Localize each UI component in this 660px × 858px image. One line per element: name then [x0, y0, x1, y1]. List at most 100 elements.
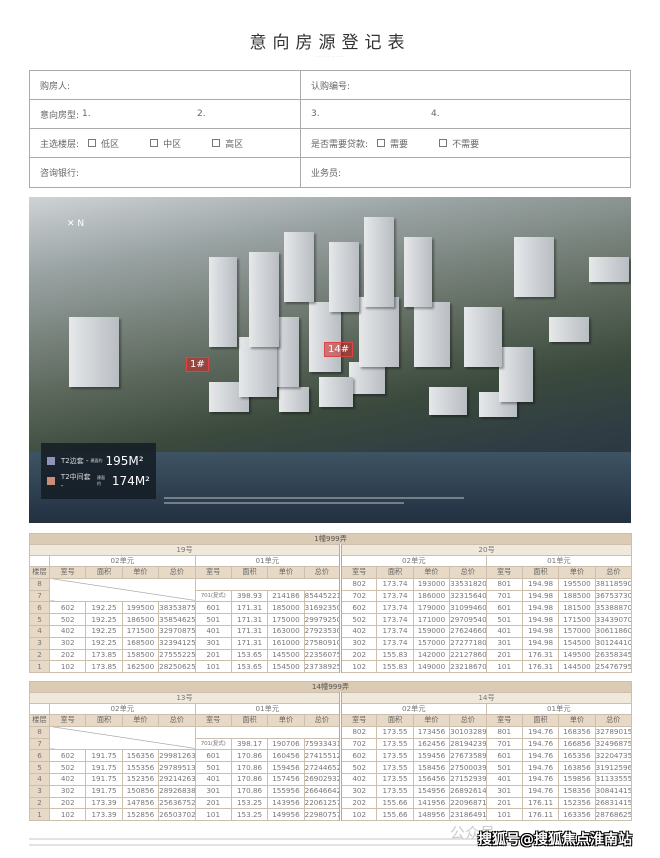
house-type-label: 意向房型: — [40, 110, 80, 121]
subscription-no-field[interactable]: 认购编号: — [311, 81, 351, 92]
area-value: 173.85 — [85, 660, 123, 674]
total-price-value: 36753730 — [594, 589, 633, 603]
disclaimer-text-lines — [164, 497, 464, 507]
unit-name: 02单元 — [339, 703, 487, 715]
table-row: 7 701(复式) 398.93 214186 85445221 702 173.74 186… — [29, 589, 633, 603]
total-price-value: 27624660 — [449, 624, 487, 638]
area-value: 194.76 — [521, 737, 560, 751]
area-value: 173.39 — [85, 808, 123, 822]
table-row: 14幢999弄 — [29, 681, 632, 693]
total-price-value: 27580910 — [303, 636, 342, 650]
unit-price-value: 150856 — [121, 784, 160, 798]
room-number: 102 — [48, 808, 87, 822]
total-price-value: 75933431 — [303, 737, 342, 751]
table-row: 5 502 191.75 155356 29789513 501 170.86 159456 2… — [29, 761, 633, 774]
house-type-field-1[interactable]: 1. — [82, 109, 91, 119]
area-value: 155.66 — [376, 796, 414, 810]
floor-number: 7 — [29, 589, 50, 603]
building-model — [589, 257, 629, 282]
room-number: 701(复式) — [194, 589, 232, 603]
building-model — [329, 242, 359, 312]
room-number: 402 — [338, 624, 378, 638]
room-number: 102 — [338, 808, 378, 822]
building-model — [279, 387, 309, 412]
area-value: 194.98 — [521, 577, 560, 591]
checkbox-high[interactable] — [212, 139, 221, 147]
price-table-2: 14幢999弄 13号 14号 02单元 01单元 02单元 01单元 楼层 室号 面积 单价 总价室… — [29, 681, 633, 822]
bank-field[interactable]: 咨询银行: — [40, 169, 80, 179]
checkbox-loan-yes[interactable] — [377, 139, 386, 147]
total-price-value: 30611860 — [594, 624, 633, 638]
unit-price-value: 156356 — [121, 749, 160, 763]
building-model — [514, 237, 554, 297]
table-row: 楼层 室号 面积 单价 总价 室号 面积 单价 总价 室号 面积 单价 总价 室号 面积 单价 总价 — [29, 566, 633, 579]
floor-number: 4 — [29, 772, 50, 786]
registration-form: 购房人: 认购编号: 意向房型: 1. 2. 3. 4. 主选楼层: 低区 中区… — [29, 70, 631, 188]
aerial-site-rendering: ✕ N 1# 14# T2边套 - 建面约 195M² T2中间套 - 建面约 174M… — [29, 197, 631, 523]
floor-number: 5 — [29, 761, 50, 774]
floor-number: 1 — [29, 808, 50, 822]
legend-swatch — [47, 477, 55, 485]
room-number: 401 — [194, 624, 232, 638]
area-value: 192.25 — [85, 624, 123, 638]
table-row: 3 302 191.75 150856 28926838 301 170.86 155956 2… — [29, 784, 633, 798]
floor-number: 1 — [29, 660, 50, 674]
room-number: 302 — [338, 636, 378, 650]
unit-price-value: 159456 — [412, 749, 451, 763]
building-model — [239, 337, 277, 397]
table-row: 5 502 192.25 186500 35854625 501 171.31 175000 2… — [29, 613, 633, 626]
unit-price-value: 148956 — [412, 808, 451, 822]
building-model — [464, 307, 502, 367]
area-value: 153.25 — [230, 808, 269, 822]
house-type-field-2[interactable]: 2. — [197, 109, 206, 119]
buyer-field[interactable]: 购房人: — [40, 81, 71, 92]
table-row: 4 402 191.75 152356 29214263 401 170.86 157456 2… — [29, 772, 633, 786]
column-header-room: 室号 — [338, 714, 378, 727]
column-header-room: 室号 — [338, 566, 378, 579]
area-value: 171.31 — [230, 636, 269, 650]
loan-opt-no: 不需要 — [452, 139, 480, 150]
area-value: 171.31 — [230, 624, 269, 638]
area-value: 173.74 — [376, 577, 414, 591]
table-row: 7 701(复式) 398.17 190706 75933431 702 173.55 162… — [29, 737, 633, 751]
total-price-value: 32204735 — [594, 749, 633, 763]
floor-label: 主选楼层: — [40, 139, 80, 150]
area-value: 155.66 — [376, 808, 414, 822]
checkbox-low[interactable] — [88, 139, 97, 147]
table-row: 楼层 室号 面积 单价 总价 室号 面积 单价 总价 室号 面积 单价 总价 室号 面积 单价 总价 — [29, 714, 633, 727]
unit-price-value: 168500 — [121, 636, 160, 650]
unit-price-value: 173456 — [412, 725, 451, 739]
total-price-value: 22061257 — [303, 796, 342, 810]
total-price-value: 29981263 — [158, 749, 196, 763]
sales-field[interactable]: 业务员: — [311, 169, 342, 179]
checkbox-loan-no[interactable] — [439, 139, 448, 147]
column-header-unit-price: 单价 — [121, 566, 160, 579]
room-number: 602 — [338, 601, 378, 615]
unit-price-value: 154500 — [558, 636, 596, 650]
area-value: 173.85 — [85, 648, 123, 662]
house-type-field-3[interactable]: 3. — [311, 109, 320, 119]
building-model — [209, 257, 237, 347]
unit-price-value: 158456 — [412, 761, 451, 774]
room-number: 402 — [338, 772, 378, 786]
room-number: 501 — [485, 613, 523, 626]
unit-price-value: 179000 — [412, 601, 451, 615]
area-value: 194.76 — [521, 772, 560, 786]
building-model — [549, 317, 589, 342]
room-number: 202 — [48, 796, 87, 810]
checkbox-mid[interactable] — [150, 139, 159, 147]
column-header-unit-price: 单价 — [267, 714, 305, 727]
total-price-value: 27415512 — [303, 749, 342, 763]
unit-price-value: 171000 — [412, 613, 451, 626]
area-value: 173.55 — [376, 737, 414, 751]
total-price-value: 27555225 — [158, 648, 196, 662]
room-number: 202 — [338, 648, 378, 662]
unit-price-value: 158500 — [121, 648, 160, 662]
total-price-value: 33531820 — [449, 577, 487, 591]
building-model — [69, 317, 119, 387]
column-header-unit-price: 单价 — [412, 566, 451, 579]
house-type-field-4[interactable]: 4. — [431, 109, 440, 119]
area-value: 153.25 — [230, 796, 269, 810]
column-header-total: 总价 — [303, 714, 342, 727]
unit-price-value: 157456 — [267, 772, 305, 786]
